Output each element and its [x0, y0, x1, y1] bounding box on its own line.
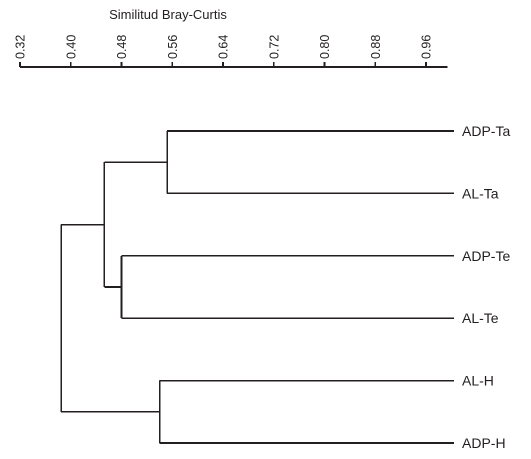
tick-label: 0.72 [267, 35, 281, 59]
leaf-labels: ADP-Ta AL-Ta ADP-Te AL-Te AL-H ADP-H [462, 123, 510, 451]
dendrogram-branches [60, 130, 454, 444]
leaf-label: AL-Te [462, 310, 499, 326]
tick-label: 0.88 [369, 35, 383, 59]
tick-label: 0.56 [166, 35, 180, 59]
tick-label: 0.80 [318, 35, 332, 59]
tick-label: 0.96 [420, 35, 434, 59]
tick-label: 0.64 [217, 35, 231, 59]
leaf-label: AL-Ta [462, 185, 499, 201]
leaf-label: AL-H [462, 373, 494, 389]
axis-title: Similitud Bray-Curtis [109, 7, 227, 22]
tick-label: 0.40 [64, 35, 78, 59]
leaf-label: ADP-Te [462, 248, 510, 264]
similarity-axis: 0.32 0.40 0.48 0.56 0.64 0.72 0.80 0.88 0.96 [14, 35, 448, 68]
tick-label: 0.48 [115, 35, 129, 59]
leaf-label: ADP-Ta [462, 123, 510, 139]
tick-label: 0.32 [14, 35, 28, 59]
leaf-label: ADP-H [462, 435, 506, 451]
